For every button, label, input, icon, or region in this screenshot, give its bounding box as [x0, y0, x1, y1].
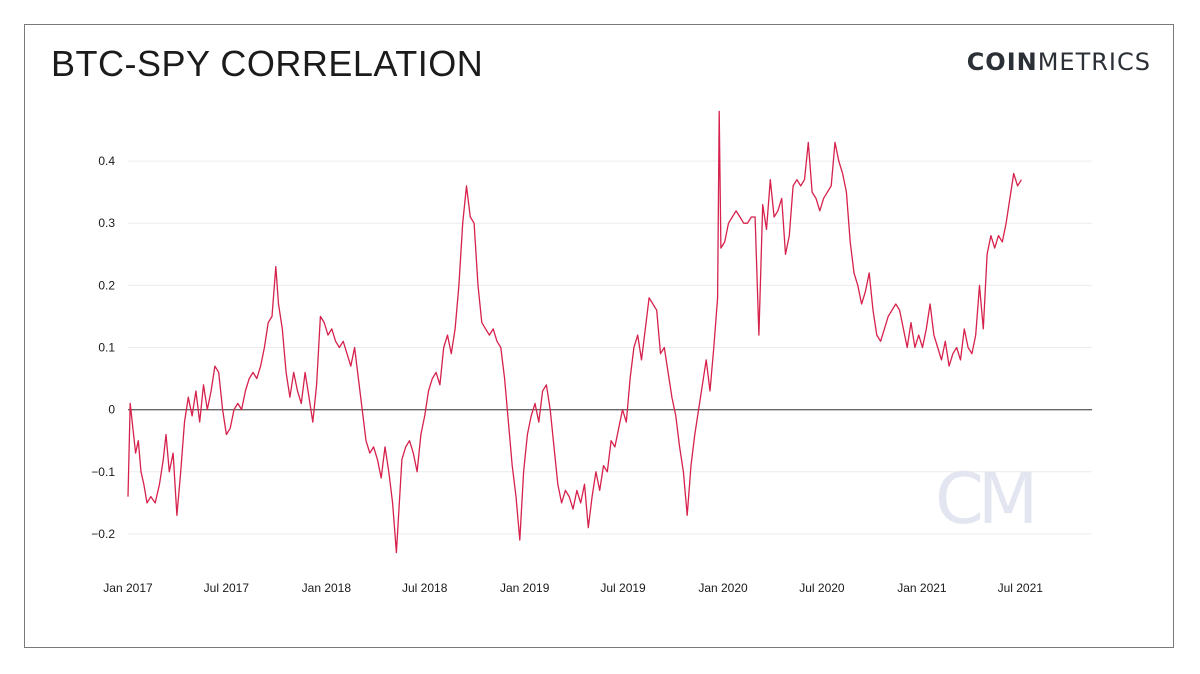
logo-bold-text: COIN: [966, 48, 1038, 76]
cm-watermark: CM: [935, 458, 1032, 540]
y-tick-label: −0.1: [91, 465, 115, 479]
x-tick-label: Jan 2018: [302, 581, 352, 595]
correlation-series-line: [127, 110, 1022, 554]
x-axis: Jan 2017 Jul 2017 Jan 2018 Jul 2018 Jan 2019…: [103, 581, 1043, 595]
y-tick-label: 0.3: [98, 216, 115, 230]
series-layer: [127, 110, 1022, 554]
x-tick-label: Jan 2017: [103, 581, 153, 595]
x-tick-label: Jul 2017: [204, 581, 250, 595]
y-tick-label: −0.2: [91, 527, 115, 541]
y-axis: 0.4 0.3 0.2 0.1 0 −0.1 −0.2: [91, 154, 115, 541]
grid-layer: [128, 160, 1092, 535]
page-title: BTC-SPY CORRELATION: [51, 43, 484, 84]
x-tick-label: Jul 2021: [998, 581, 1044, 595]
x-tick-label: Jan 2019: [500, 581, 550, 595]
x-tick-label: Jan 2021: [897, 581, 947, 595]
x-tick-label: Jan 2020: [698, 581, 748, 595]
y-tick-label: 0.4: [98, 154, 115, 168]
y-tick-label: 0.1: [98, 341, 115, 355]
x-tick-label: Jul 2018: [402, 581, 448, 595]
y-tick-label: 0.2: [98, 278, 115, 292]
x-tick-label: Jul 2019: [600, 581, 646, 595]
chart-frame: BTC-SPY CORRELATION COINMETRICS: [24, 24, 1174, 648]
coinmetrics-logo: COINMETRICS: [967, 48, 1151, 76]
x-tick-label: Jul 2020: [799, 581, 845, 595]
y-tick-label: 0: [108, 403, 115, 417]
logo-light-text: METRICS: [1037, 48, 1151, 76]
